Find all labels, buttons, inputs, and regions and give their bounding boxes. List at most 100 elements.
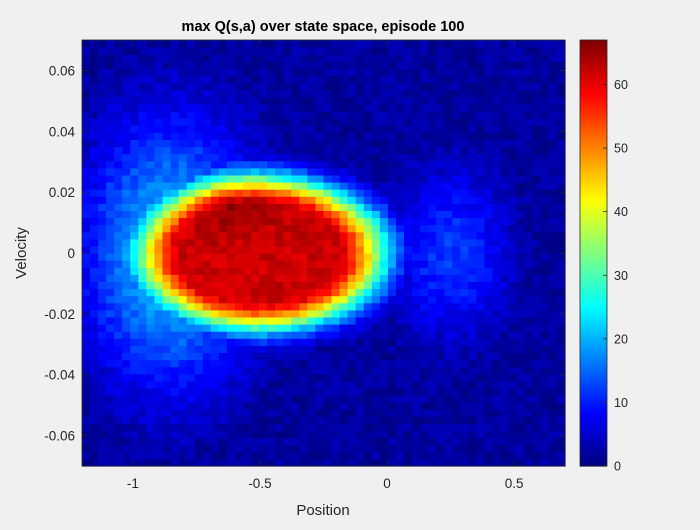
heatmap-cell <box>516 111 526 119</box>
heatmap-cell <box>395 260 405 268</box>
heatmap-cell <box>275 366 284 375</box>
heatmap-cell <box>202 238 212 247</box>
heatmap-cell <box>347 125 357 133</box>
heatmap-cell <box>138 217 147 226</box>
heatmap-cell <box>540 146 550 155</box>
heatmap-cell <box>178 281 188 290</box>
heatmap-cell <box>218 437 228 446</box>
heatmap-cell <box>355 458 365 467</box>
heatmap-cell <box>395 82 405 91</box>
heatmap-cell <box>106 89 115 98</box>
heatmap-cell <box>259 217 268 226</box>
heatmap-cell <box>106 409 115 417</box>
heatmap-cell <box>363 338 373 346</box>
heatmap-cell <box>428 174 437 183</box>
heatmap-cell <box>508 402 518 410</box>
heatmap-cell <box>291 288 300 297</box>
heatmap-cell <box>556 245 566 254</box>
heatmap-cell <box>476 345 486 353</box>
heatmap-cell <box>339 238 349 247</box>
heatmap-cell <box>162 238 172 247</box>
heatmap-cell <box>194 387 204 396</box>
heatmap-cell <box>460 366 469 375</box>
heatmap-cell <box>508 345 518 353</box>
heatmap-cell <box>492 253 502 261</box>
heatmap-cell <box>194 118 204 126</box>
heatmap-cell <box>218 366 228 375</box>
heatmap-cell <box>251 267 260 275</box>
heatmap-cell <box>218 359 228 368</box>
heatmap-cell <box>331 380 341 389</box>
heatmap-cell <box>404 288 413 297</box>
heatmap-cell <box>379 331 389 339</box>
heatmap-cell <box>210 274 220 282</box>
heatmap-cell <box>154 309 164 318</box>
colorbar-segment <box>580 86 607 91</box>
heatmap-cell <box>130 352 139 361</box>
heatmap-cell <box>500 345 510 353</box>
heatmap-cell <box>162 167 172 176</box>
heatmap-cell <box>315 203 325 211</box>
heatmap-cell <box>323 167 333 176</box>
heatmap-cell <box>90 458 99 467</box>
heatmap-cell <box>162 295 172 304</box>
heatmap-cell <box>291 387 300 396</box>
heatmap-cell <box>420 302 429 311</box>
heatmap-cell <box>170 338 180 346</box>
heatmap-cell <box>444 111 453 119</box>
heatmap-cell <box>259 203 268 211</box>
heatmap-cell <box>331 274 341 282</box>
heatmap-cell <box>404 402 413 410</box>
heatmap-cell <box>146 387 156 396</box>
heatmap-cell <box>243 288 252 297</box>
colorbar-segment <box>580 349 607 354</box>
heatmap-cell <box>524 153 534 162</box>
heatmap-cell <box>516 324 526 332</box>
heatmap-cell <box>476 40 486 48</box>
heatmap-cell <box>283 217 292 226</box>
heatmap-cell <box>122 118 131 126</box>
heatmap-cell <box>323 82 333 91</box>
heatmap-cell <box>106 395 115 403</box>
heatmap-cell <box>283 451 292 460</box>
heatmap-cell <box>283 437 292 446</box>
heatmap-cell <box>444 224 453 233</box>
heatmap-cell <box>387 402 397 410</box>
heatmap-cell <box>371 103 381 112</box>
heatmap-cell <box>114 153 123 162</box>
heatmap-cell <box>484 274 494 282</box>
heatmap-cell <box>556 316 566 325</box>
heatmap-cell <box>243 153 252 162</box>
heatmap-cell <box>202 210 212 219</box>
heatmap-cell <box>178 409 188 417</box>
heatmap-cell <box>492 231 502 240</box>
heatmap-cell <box>436 153 445 162</box>
heatmap-cell <box>339 89 349 98</box>
heatmap-cell <box>379 153 389 162</box>
heatmap-cell <box>524 437 534 446</box>
heatmap-cell <box>379 288 389 297</box>
heatmap-cell <box>323 61 333 69</box>
heatmap-cell <box>363 182 373 190</box>
heatmap-cell <box>299 217 308 226</box>
heatmap-cell <box>516 96 526 105</box>
heatmap-cell <box>339 402 349 410</box>
heatmap-cell <box>251 103 260 112</box>
heatmap-cell <box>218 139 228 148</box>
heatmap-cell <box>420 203 429 211</box>
colorbar-segment <box>580 169 607 174</box>
heatmap-cell <box>379 189 389 197</box>
heatmap-cell <box>371 245 381 254</box>
heatmap-cell <box>460 103 469 112</box>
heatmap-cell <box>436 437 445 446</box>
heatmap-cell <box>291 111 300 119</box>
colorbar-segment <box>580 352 607 357</box>
heatmap-cell <box>339 174 349 183</box>
heatmap-cell <box>412 203 421 211</box>
heatmap-cell <box>532 61 542 69</box>
heatmap-cell <box>476 402 486 410</box>
heatmap-cell <box>202 132 212 140</box>
heatmap-cell <box>194 61 204 69</box>
heatmap-cell <box>130 182 139 190</box>
heatmap-cell <box>178 245 188 254</box>
